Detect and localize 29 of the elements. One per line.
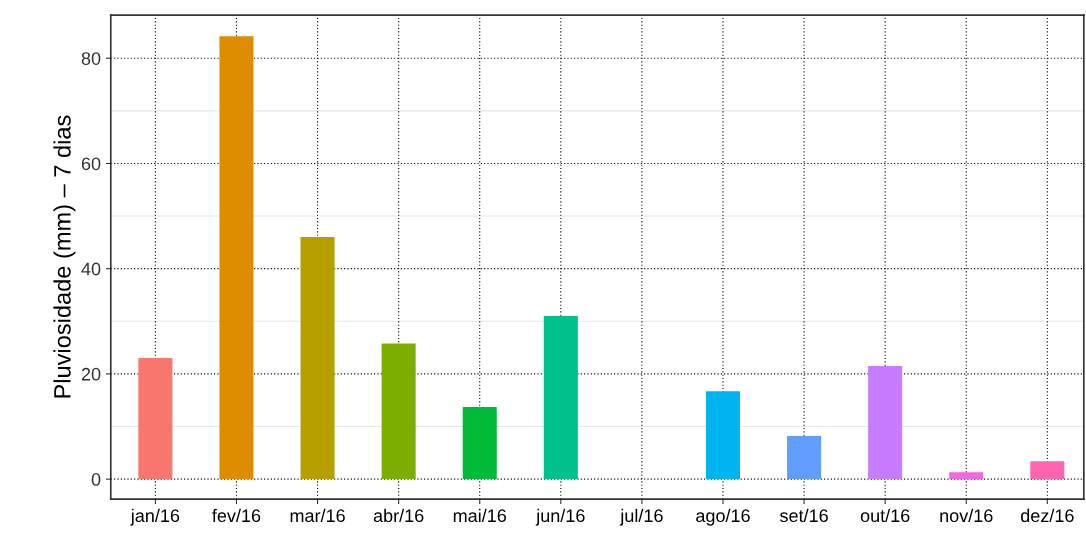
x-tick-label: jan/16 xyxy=(130,508,180,526)
bar xyxy=(949,472,984,480)
y-tick-label: 40 xyxy=(81,262,101,276)
x-tick-label: nov/16 xyxy=(940,508,993,523)
bar xyxy=(543,316,578,480)
y-tick-label: 20 xyxy=(81,367,101,381)
bar xyxy=(381,343,416,480)
bar xyxy=(705,391,741,480)
x-tick-label: abr/16 xyxy=(373,508,424,523)
bar xyxy=(868,366,903,480)
bar xyxy=(300,237,335,480)
x-tick-label: out/16 xyxy=(860,508,910,523)
bar xyxy=(1030,461,1065,480)
bar xyxy=(219,36,254,480)
x-tick-label: jun/16 xyxy=(535,508,585,526)
bar xyxy=(462,407,497,480)
x-tick-label: dez/16 xyxy=(1020,508,1074,523)
x-tick-label: mai/16 xyxy=(453,508,507,523)
x-tick-label: mar/16 xyxy=(290,508,345,523)
x-tick-label: jul/16 xyxy=(619,508,663,526)
x-tick-label: set/16 xyxy=(779,508,828,523)
bar xyxy=(138,358,173,480)
y-tick-label: 60 xyxy=(81,157,101,171)
bar xyxy=(787,435,822,480)
y-tick-label: 80 xyxy=(81,52,101,65)
y-tick-label: 0 xyxy=(91,473,101,486)
x-tick-label: fev/16 xyxy=(212,508,261,523)
y-axis-title: Pluviosidade (mm) – 7 dias xyxy=(53,115,76,398)
x-tick-label: ago/16 xyxy=(696,508,750,526)
